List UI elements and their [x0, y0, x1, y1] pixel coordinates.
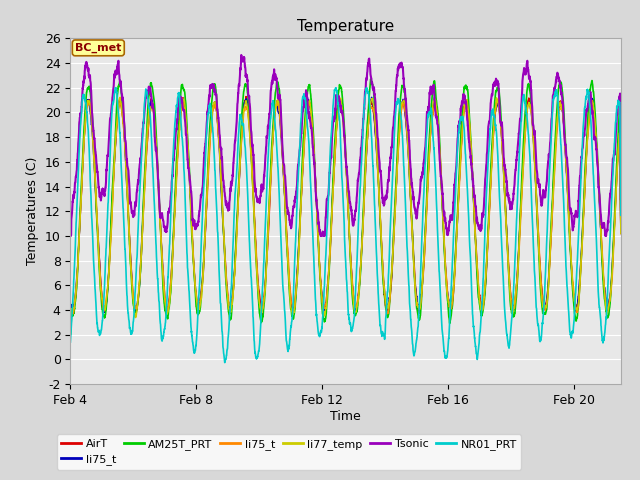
Text: BC_met: BC_met	[75, 43, 122, 53]
Legend: AirT, li75_t, AM25T_PRT, li75_t, li77_temp, Tsonic, NR01_PRT: AirT, li75_t, AM25T_PRT, li75_t, li77_te…	[57, 434, 522, 469]
X-axis label: Time: Time	[330, 409, 361, 422]
Y-axis label: Temperatures (C): Temperatures (C)	[26, 157, 39, 265]
Title: Temperature: Temperature	[297, 20, 394, 35]
